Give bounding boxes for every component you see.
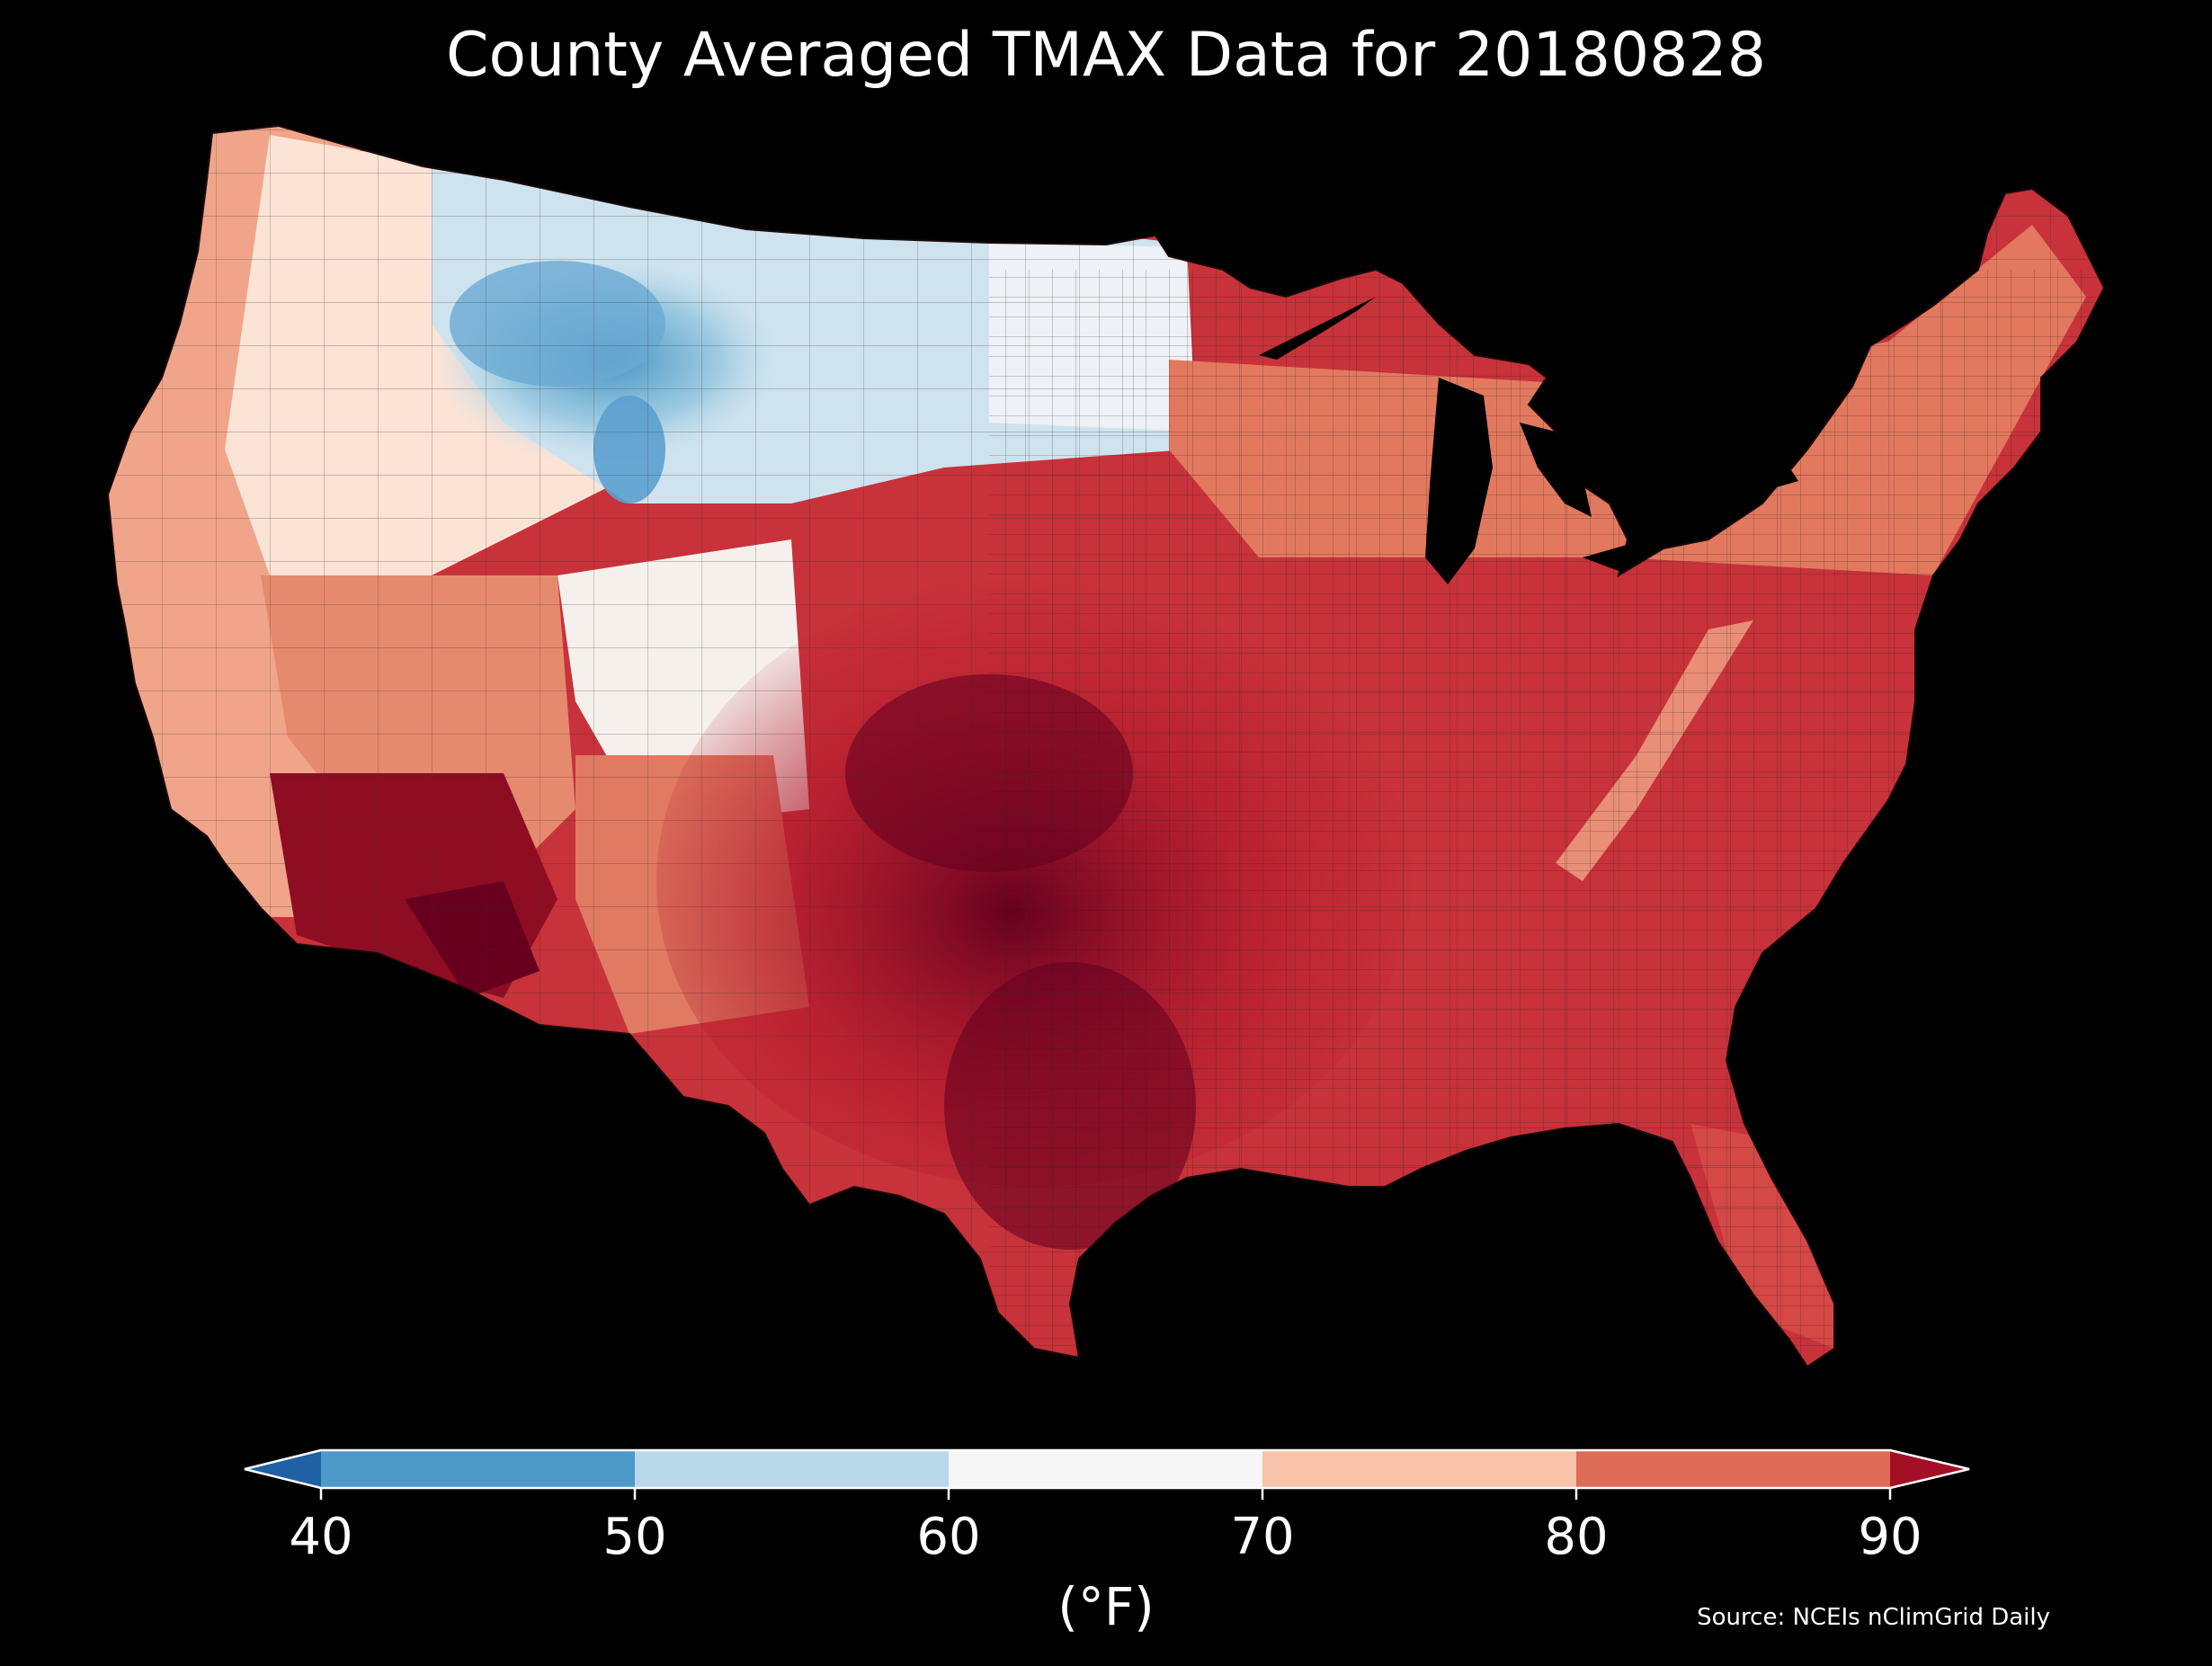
colorbar-tick-label-50: 50 xyxy=(602,1508,667,1566)
colorbar-tick-label-90: 90 xyxy=(1858,1508,1922,1566)
colorbar-unit-label: (°F) xyxy=(1057,1576,1155,1637)
map-title: County Averaged TMAX Data for 20180828 xyxy=(446,20,1766,91)
colorbar-bin-60-70 xyxy=(949,1450,1262,1488)
great-lakes xyxy=(1259,297,1798,584)
colorbar-tick-label-40: 40 xyxy=(289,1508,353,1566)
colorbar-tick-label-70: 70 xyxy=(1230,1508,1295,1566)
colorbar-tick-label-80: 80 xyxy=(1544,1508,1609,1566)
source-credit: Source: NCEIs nClimGrid Daily xyxy=(1697,1604,2050,1631)
colorbar-bin-40-50 xyxy=(321,1450,635,1488)
colorbar-bin-70-80 xyxy=(1262,1450,1576,1488)
us-outline xyxy=(106,124,2106,1368)
colorbar-over-arrow xyxy=(1890,1450,1969,1488)
colorbar-tick-label-60: 60 xyxy=(916,1508,981,1566)
colorbar-bin-80-90 xyxy=(1576,1450,1890,1488)
colorbar-bin-50-60 xyxy=(635,1450,949,1488)
colorbar-under-arrow xyxy=(245,1450,321,1488)
